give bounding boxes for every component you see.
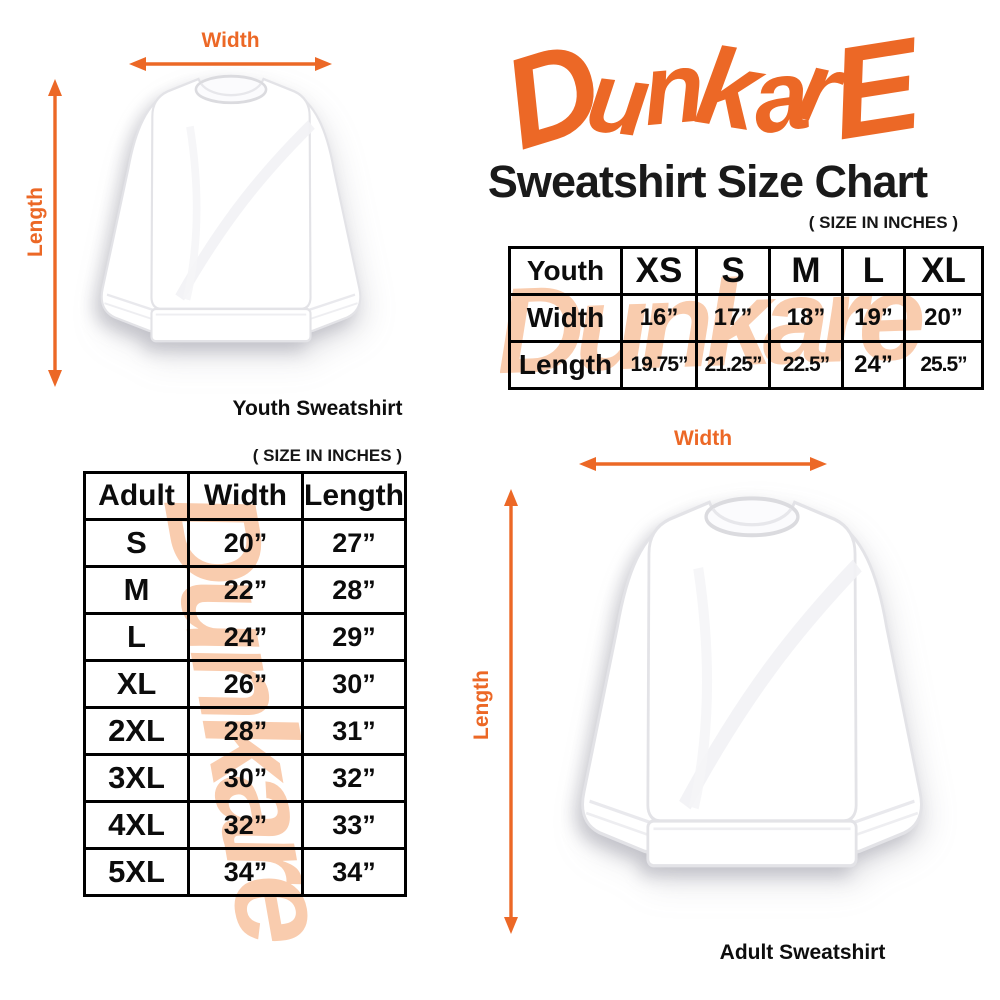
- youth-table-cell: XS: [620, 246, 698, 296]
- youth-table-cell: 19.75”: [620, 340, 698, 390]
- adult-table-cell: S: [83, 518, 190, 568]
- adult-table-cell: 27”: [301, 518, 407, 568]
- adult-table-cell: 28”: [301, 565, 407, 615]
- adult-table-cell: Width: [187, 471, 304, 521]
- youth-table-cell: 25.5”: [903, 340, 984, 390]
- youth-caption: Youth Sweatshirt: [232, 397, 403, 420]
- adult-table-cell: 24”: [187, 612, 304, 662]
- brand-logo-letter: u: [581, 40, 649, 158]
- adult-size-table: Adult Width Length S 20” 27” M 22” 28” L 24” 29” XL 2…: [83, 471, 407, 897]
- youth-length-arrow-icon: [48, 79, 62, 387]
- adult-table-cell: 30”: [187, 753, 304, 803]
- youth-table-cell: 21.25”: [695, 340, 771, 390]
- adult-table-cell: 32”: [301, 753, 407, 803]
- adult-table-cell: XL: [83, 659, 190, 709]
- youth-table-cell: 16”: [620, 293, 698, 343]
- youth-size-table: Youth XS S M L XL Width 16” 17” 18” 19” 20” Length 19…: [508, 246, 984, 390]
- adult-table-cell: 29”: [301, 612, 407, 662]
- youth-width-arrow-icon: [129, 57, 332, 71]
- adult-width-label: Width: [673, 427, 733, 450]
- adult-length-arrow-icon: [504, 489, 518, 934]
- youth-table-cell: Width: [508, 293, 623, 343]
- youth-width-label: Width: [201, 29, 260, 52]
- adult-table-cell: 28”: [187, 706, 304, 756]
- adult-table-cell: Adult: [83, 471, 190, 521]
- adult-table-cell: 30”: [301, 659, 407, 709]
- youth-table-cell: 19”: [841, 293, 906, 343]
- adult-table-cell: 2XL: [83, 706, 190, 756]
- youth-length-label: Length: [24, 187, 47, 257]
- adult-sweatshirt-image: [528, 476, 976, 950]
- youth-table-cell: 22.5”: [768, 340, 844, 390]
- adult-table-cell: 20”: [187, 518, 304, 568]
- adult-table-cell: 33”: [301, 800, 407, 850]
- youth-table-cell: 24”: [841, 340, 906, 390]
- adult-table-cell: 31”: [301, 706, 407, 756]
- youth-sweatshirt-image: [60, 60, 402, 402]
- youth-size-note: ( SIZE IN INCHES ): [808, 213, 958, 232]
- adult-table-cell: 3XL: [83, 753, 190, 803]
- youth-table-cell: S: [695, 246, 771, 296]
- adult-length-label: Length: [470, 670, 493, 740]
- youth-table-cell: L: [841, 246, 906, 296]
- adult-table-cell: 32”: [187, 800, 304, 850]
- page-title: Sweatshirt Size Chart: [487, 156, 928, 207]
- adult-table-cell: 5XL: [83, 847, 190, 897]
- brand-logo-letter: E: [821, 10, 923, 168]
- youth-table-cell: Length: [508, 340, 623, 390]
- adult-table-cell: 22”: [187, 565, 304, 615]
- youth-table-cell: 18”: [768, 293, 844, 343]
- adult-table-cell: 26”: [187, 659, 304, 709]
- adult-width-arrow-icon: [579, 457, 827, 471]
- youth-table-cell: 20”: [903, 293, 984, 343]
- youth-table-cell: XL: [903, 246, 984, 296]
- adult-table-cell: 4XL: [83, 800, 190, 850]
- adult-table-cell: L: [83, 612, 190, 662]
- adult-table-cell: 34”: [187, 847, 304, 897]
- youth-table-cell: 17”: [695, 293, 771, 343]
- youth-table-cell: Youth: [508, 246, 623, 296]
- adult-table-cell: 34”: [301, 847, 407, 897]
- youth-table-cell: M: [768, 246, 844, 296]
- adult-size-note: ( SIZE IN INCHES ): [252, 446, 402, 465]
- adult-table-cell: M: [83, 565, 190, 615]
- adult-caption: Adult Sweatshirt: [719, 941, 886, 964]
- adult-table-cell: Length: [301, 471, 407, 521]
